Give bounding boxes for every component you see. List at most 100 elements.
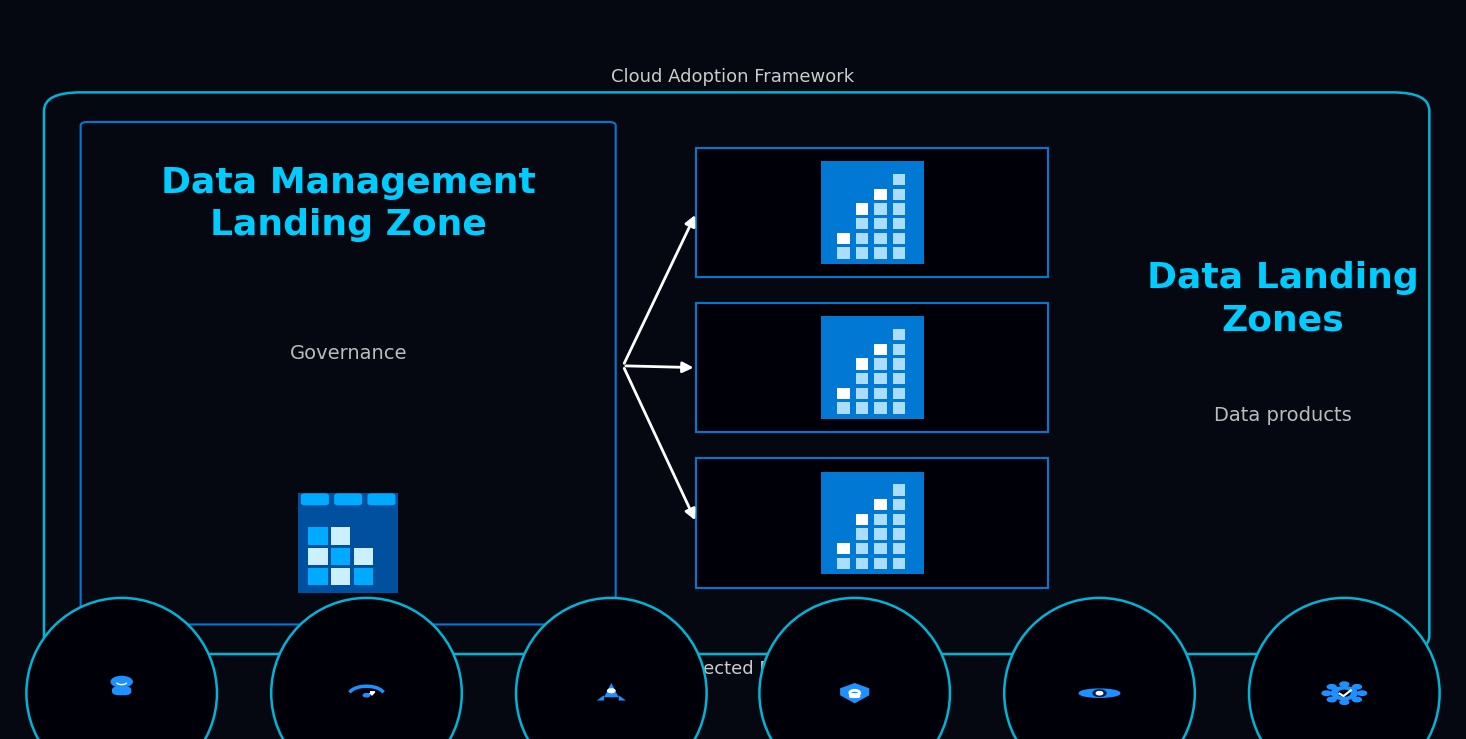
Circle shape [1327, 698, 1336, 702]
Circle shape [1338, 690, 1350, 696]
FancyBboxPatch shape [111, 687, 132, 695]
Ellipse shape [271, 598, 462, 739]
Bar [856, 358, 868, 370]
Circle shape [1097, 692, 1102, 695]
Circle shape [1340, 700, 1349, 704]
Polygon shape [840, 683, 869, 704]
Bar [331, 548, 350, 565]
Bar [874, 203, 887, 214]
Bar [856, 514, 868, 525]
Bar [893, 558, 905, 569]
Bar [893, 248, 905, 259]
Bar [893, 203, 905, 214]
Bar [353, 568, 374, 585]
Bar [856, 373, 868, 384]
Bar [874, 403, 887, 414]
Bar [874, 218, 887, 229]
Bar [856, 388, 868, 399]
Polygon shape [604, 683, 619, 698]
FancyBboxPatch shape [334, 494, 362, 505]
Bar [856, 403, 868, 414]
Bar [856, 248, 868, 259]
Bar [837, 233, 850, 244]
Bar [874, 248, 887, 259]
Bar [821, 161, 924, 264]
Bar [893, 358, 905, 370]
Circle shape [1094, 690, 1105, 696]
Circle shape [608, 689, 614, 692]
Bar [893, 233, 905, 244]
Bar [893, 218, 905, 229]
Circle shape [1327, 684, 1336, 689]
Bar [856, 218, 868, 229]
Bar [874, 188, 887, 200]
Bar [874, 233, 887, 244]
Bar [874, 358, 887, 370]
Ellipse shape [1249, 598, 1440, 739]
FancyBboxPatch shape [849, 693, 861, 698]
FancyBboxPatch shape [696, 303, 1048, 432]
Circle shape [111, 676, 132, 687]
Bar [308, 568, 328, 585]
Circle shape [1353, 698, 1362, 702]
Text: Data Management
Landing Zone: Data Management Landing Zone [161, 166, 535, 242]
Bar [308, 548, 328, 565]
Bar [874, 499, 887, 511]
Bar [856, 233, 868, 244]
Bar [874, 558, 887, 569]
Circle shape [1322, 691, 1331, 695]
Bar [856, 203, 868, 214]
Bar [837, 558, 850, 569]
Bar [856, 543, 868, 554]
Text: Cloud Adoption Framework: Cloud Adoption Framework [611, 69, 855, 86]
Bar [893, 403, 905, 414]
Text: Data products: Data products [1214, 406, 1352, 426]
Bar [856, 528, 868, 539]
Bar [821, 471, 924, 574]
Bar [299, 494, 397, 593]
Ellipse shape [1004, 598, 1195, 739]
Bar [893, 484, 905, 496]
Polygon shape [619, 695, 626, 701]
Bar [874, 543, 887, 554]
Text: Governance: Governance [289, 344, 408, 363]
Text: Well-Architected Framework: Well-Architected Framework [607, 660, 859, 678]
Circle shape [1340, 682, 1349, 687]
FancyBboxPatch shape [368, 494, 396, 505]
Bar [837, 248, 850, 259]
Bar [893, 528, 905, 539]
Bar [893, 543, 905, 554]
Bar [874, 514, 887, 525]
Bar [308, 528, 328, 545]
Bar [331, 568, 350, 585]
Bar [837, 543, 850, 554]
Bar [874, 373, 887, 384]
Polygon shape [597, 695, 604, 701]
Circle shape [1358, 691, 1366, 695]
Ellipse shape [26, 598, 217, 739]
Bar [353, 548, 374, 565]
Circle shape [1353, 684, 1362, 689]
Ellipse shape [759, 598, 950, 739]
Circle shape [1331, 687, 1358, 700]
Bar [874, 388, 887, 399]
Bar [893, 174, 905, 185]
Bar [893, 188, 905, 200]
FancyBboxPatch shape [301, 494, 328, 505]
Bar [893, 499, 905, 511]
Bar [837, 388, 850, 399]
Bar [821, 316, 924, 419]
Bar [331, 528, 350, 545]
Bar [893, 329, 905, 341]
Bar [893, 344, 905, 355]
Bar [893, 373, 905, 384]
Ellipse shape [516, 598, 707, 739]
Bar [856, 558, 868, 569]
FancyBboxPatch shape [696, 458, 1048, 588]
Circle shape [364, 694, 369, 697]
Bar [893, 388, 905, 399]
Bar [837, 403, 850, 414]
FancyBboxPatch shape [696, 148, 1048, 277]
Text: Data Landing
Zones: Data Landing Zones [1146, 262, 1419, 337]
Bar [893, 514, 905, 525]
